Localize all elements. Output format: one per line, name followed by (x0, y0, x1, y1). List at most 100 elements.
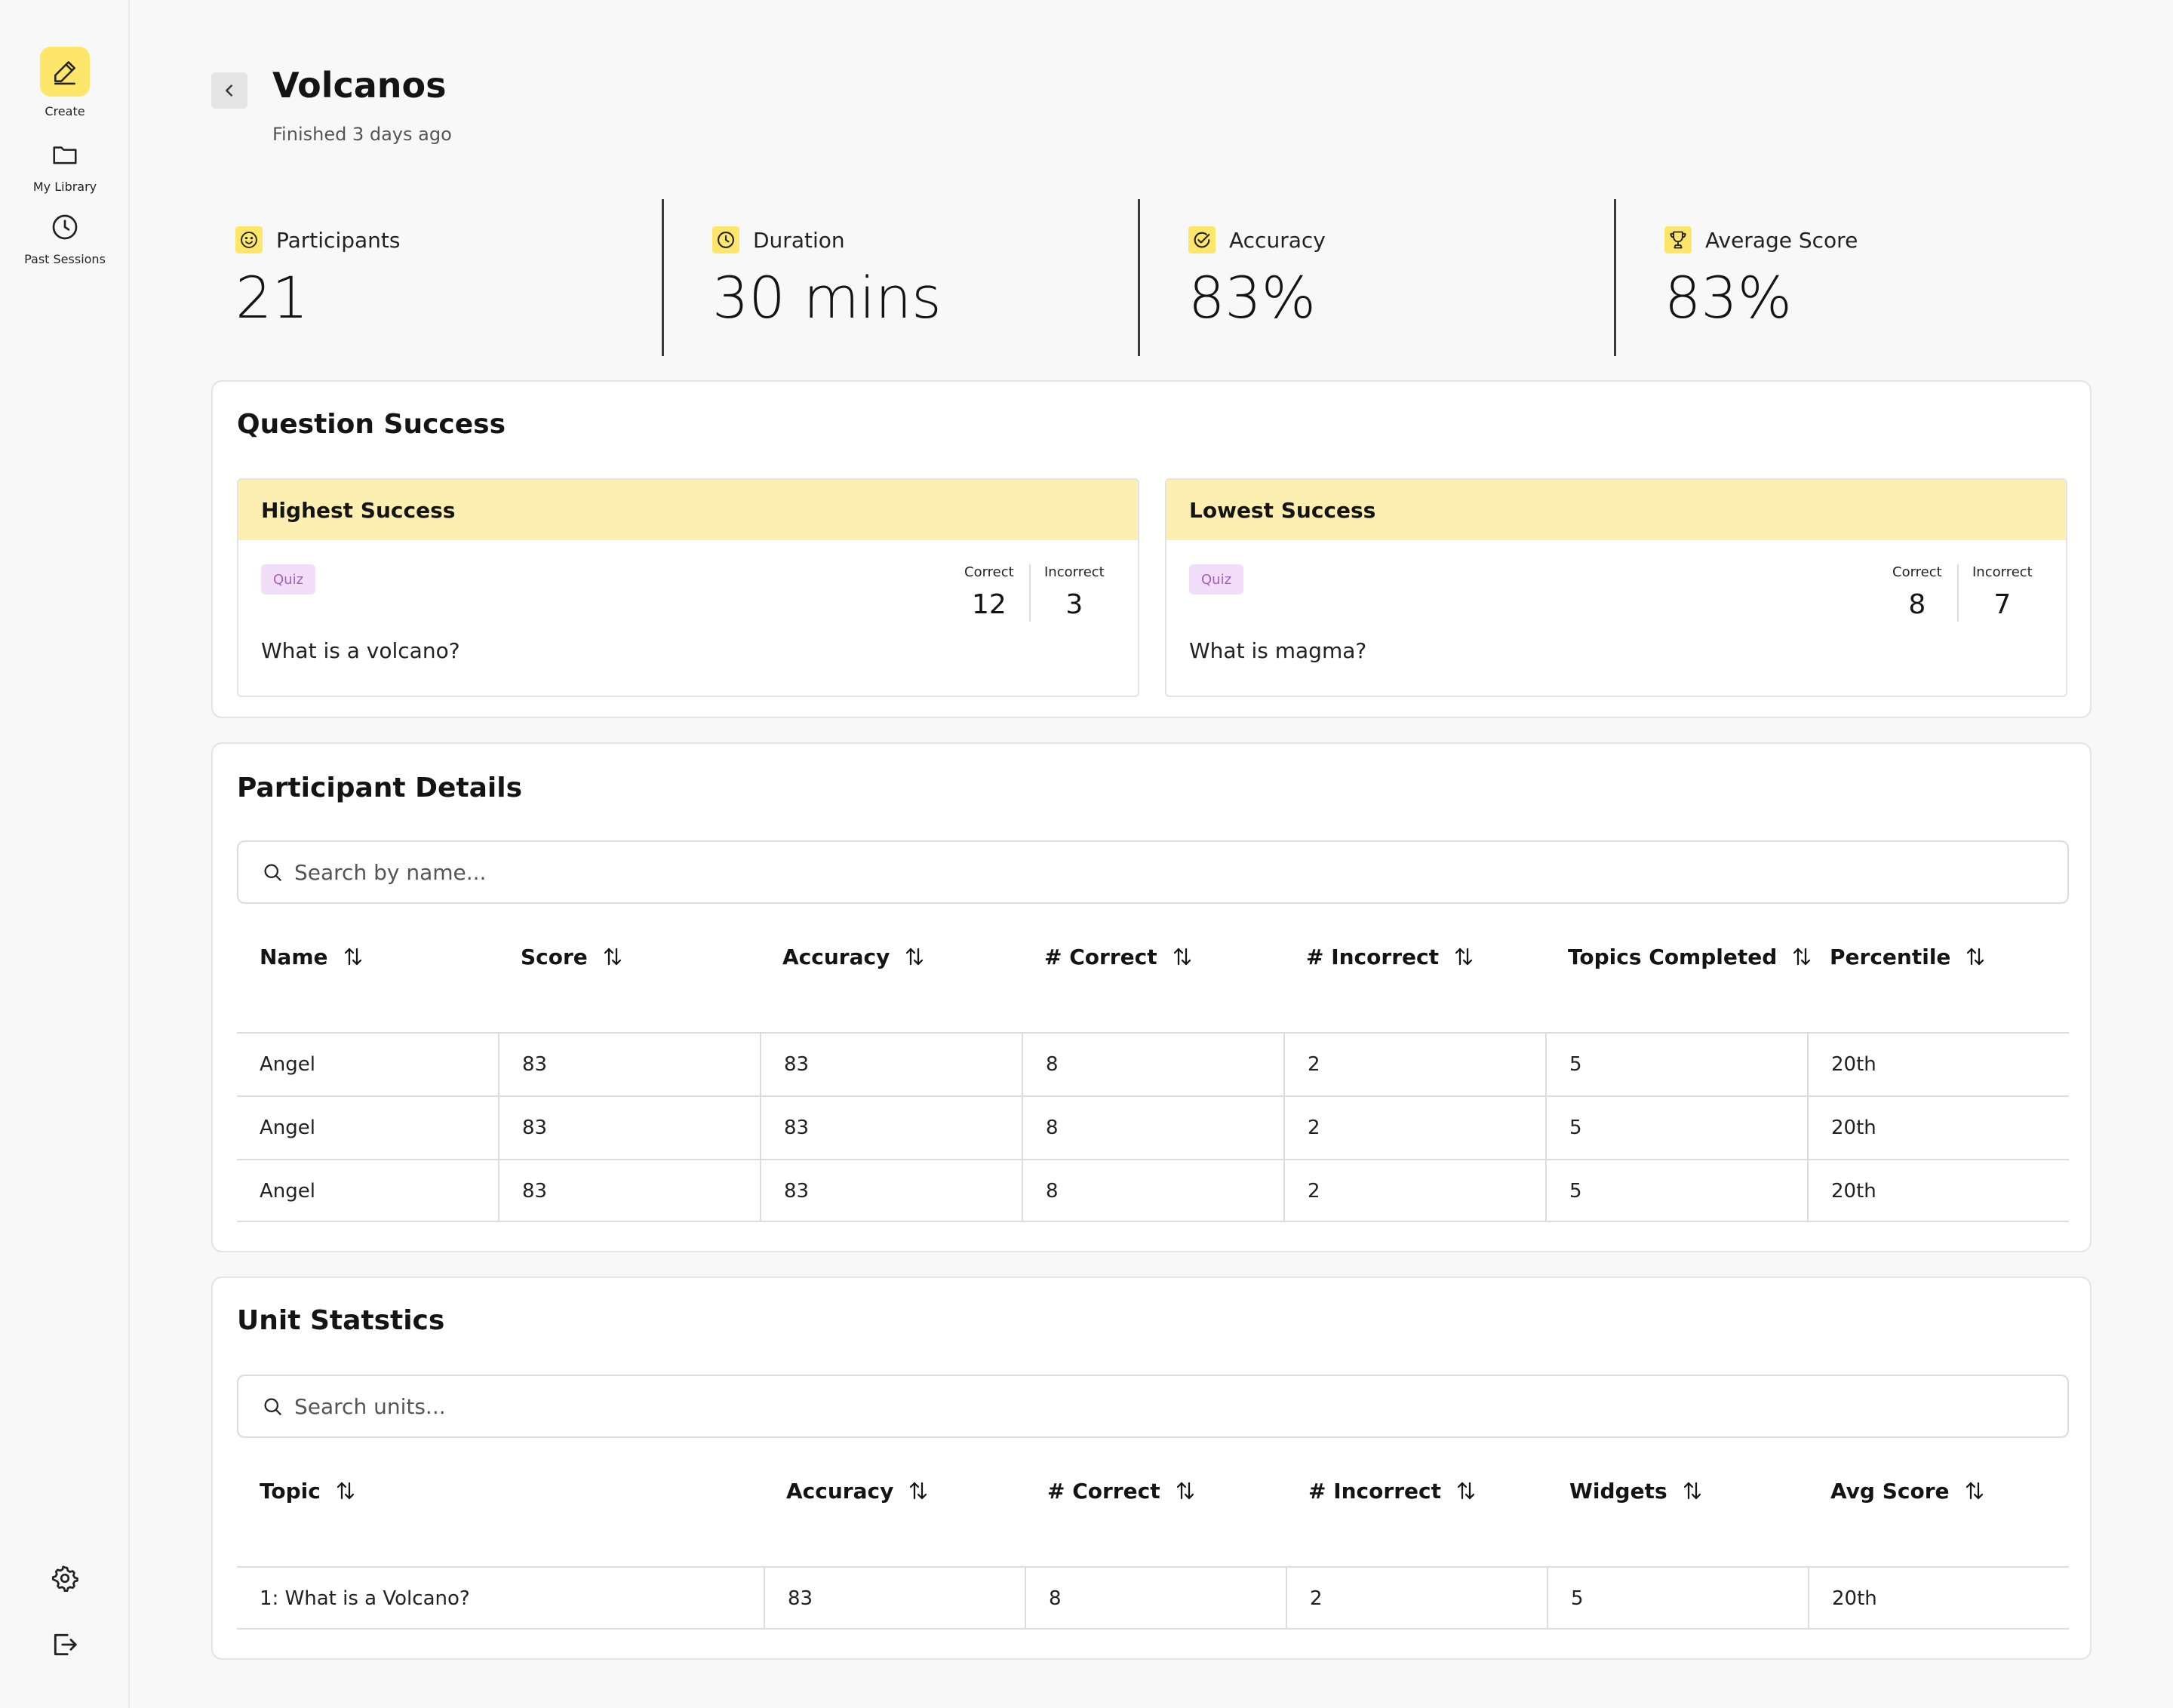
column-header-topic[interactable]: Topic (260, 1453, 357, 1528)
highest-success-box: Highest Success Quiz Correct 12 Incorrec… (237, 478, 1139, 697)
page-title: Volcanos (272, 65, 447, 106)
clock-icon (40, 205, 90, 249)
trophy-icon (1664, 226, 1692, 253)
section-title: Question Success (237, 409, 506, 440)
sidebar-item-my-library[interactable]: My Library (0, 133, 130, 194)
participant-details-card: Participant Details Name Score Accuracy # C… (211, 742, 2092, 1252)
sidebar-item-past-sessions[interactable]: Past Sessions (0, 205, 130, 266)
column-header-label: Topics Completed (1568, 944, 1778, 969)
table-cell-correct: 8 (1022, 1160, 1283, 1222)
table-cell-topics-completed: 5 (1545, 1097, 1807, 1159)
stat-average-score: Average Score 83% (1614, 199, 2089, 356)
column-header-label: # Incorrect (1306, 944, 1439, 969)
column-header-score[interactable]: Score (521, 919, 624, 994)
column-header-correct[interactable]: # Correct (1044, 919, 1194, 994)
question-text: What is magma? (1189, 638, 1367, 663)
sidebar-item-create[interactable]: Create (0, 47, 130, 118)
smiley-icon (235, 226, 263, 253)
logout-icon[interactable] (47, 1627, 83, 1663)
gear-icon[interactable] (47, 1560, 83, 1596)
table-header: Topic Accuracy # Correct # Incorrect Widgets… (237, 1453, 2069, 1566)
table-cell-correct: 8 (1025, 1568, 1286, 1630)
table-cell-name: Angel (260, 1180, 315, 1203)
correct-count: Correct 12 (964, 564, 1014, 620)
participant-search (237, 840, 2069, 904)
table-cell-score: 83 (498, 1160, 760, 1222)
incorrect-count: Incorrect 3 (1044, 564, 1105, 620)
sort-icon[interactable] (1963, 1479, 1986, 1502)
sort-icon[interactable] (907, 1479, 930, 1502)
unit-table: Topic Accuracy # Correct # Incorrect Widgets… (237, 1453, 2069, 1630)
table-row[interactable]: Angel 83 83 8 2 5 20th (237, 1159, 2069, 1222)
check-circle-icon (1188, 226, 1216, 253)
sort-icon[interactable] (903, 945, 926, 968)
table-cell-name: Angel (260, 1117, 315, 1139)
unit-statistics-card: Unit Statstics Topic Accuracy # Correct # I… (211, 1276, 2092, 1660)
column-header-name[interactable]: Name (260, 919, 364, 994)
stat-duration: Duration 30 mins (662, 199, 1137, 356)
table-cell-incorrect: 2 (1283, 1034, 1545, 1095)
table-row[interactable]: 1: What is a Volcano? 83 8 2 5 20th (237, 1566, 2069, 1630)
stat-value: 21 (235, 264, 309, 331)
sidebar: Create My Library Past Sessions (0, 0, 130, 1708)
table-cell-topics-completed: 5 (1545, 1160, 1807, 1222)
column-header-label: Avg Score (1830, 1478, 1950, 1504)
table-row[interactable]: Angel 83 83 8 2 5 20th (237, 1032, 2069, 1095)
sidebar-item-label: Past Sessions (24, 252, 106, 266)
question-text: What is a volcano? (261, 638, 460, 663)
column-header-label: Score (521, 944, 588, 969)
column-header-correct[interactable]: # Correct (1047, 1453, 1197, 1528)
column-header-percentile[interactable]: Percentile (1830, 919, 1987, 994)
table-cell-incorrect: 2 (1283, 1097, 1545, 1159)
stat-label: Participants (276, 227, 401, 253)
sort-icon[interactable] (342, 945, 364, 968)
participant-table: Name Score Accuracy # Correct # Incorrect Top… (237, 919, 2069, 1222)
sort-icon[interactable] (1964, 945, 1987, 968)
column-header-avg-score[interactable]: Avg Score (1830, 1453, 1986, 1528)
table-cell-topics-completed: 5 (1545, 1034, 1807, 1095)
table-header: Name Score Accuracy # Correct # Incorrect Top… (237, 919, 2069, 1032)
table-cell-accuracy: 83 (764, 1568, 1025, 1630)
section-title: Participant Details (237, 773, 523, 803)
metric-divider (1957, 564, 1959, 622)
pencil-icon (40, 47, 90, 97)
table-cell-name: Angel (260, 1053, 315, 1076)
column-header-label: Topic (260, 1478, 321, 1504)
question-type-badge: Quiz (261, 564, 316, 594)
sidebar-item-label: My Library (32, 180, 97, 194)
stat-label: Duration (753, 227, 845, 253)
table-cell-percentile: 20th (1807, 1034, 2069, 1095)
back-button[interactable] (211, 72, 247, 109)
column-header-widgets[interactable]: Widgets (1569, 1453, 1704, 1528)
column-header-incorrect[interactable]: # Incorrect (1306, 919, 1475, 994)
sort-icon[interactable] (1455, 1479, 1477, 1502)
column-header-incorrect[interactable]: # Incorrect (1308, 1453, 1477, 1528)
column-header-topics-completed[interactable]: Topics Completed (1568, 919, 1813, 994)
metric-divider (1029, 564, 1031, 622)
sort-icon[interactable] (1171, 945, 1194, 968)
table-row[interactable]: Angel 83 83 8 2 5 20th (237, 1095, 2069, 1159)
sort-icon[interactable] (601, 945, 624, 968)
table-cell-incorrect: 2 (1283, 1160, 1545, 1222)
search-input[interactable] (294, 859, 2030, 885)
folder-icon (40, 133, 90, 177)
highest-success-heading: Highest Success (238, 480, 1138, 540)
table-cell-topic: 1: What is a Volcano? (260, 1587, 470, 1610)
table-cell-score: 83 (498, 1097, 760, 1159)
search-input[interactable] (294, 1393, 2030, 1419)
column-header-accuracy[interactable]: Accuracy (782, 919, 926, 994)
search-icon (261, 1395, 284, 1418)
table-cell-accuracy: 83 (760, 1034, 1022, 1095)
sort-icon[interactable] (1174, 1479, 1197, 1502)
stat-value: 83% (1188, 264, 1316, 331)
question-success-card: Question Success Highest Success Quiz Co… (211, 380, 2092, 718)
chevron-left-icon (221, 82, 238, 99)
column-header-label: Widgets (1569, 1478, 1667, 1504)
column-header-accuracy[interactable]: Accuracy (786, 1453, 930, 1528)
sort-icon[interactable] (1452, 945, 1475, 968)
sort-icon[interactable] (334, 1479, 357, 1502)
sort-icon[interactable] (1681, 1479, 1704, 1502)
sort-icon[interactable] (1790, 945, 1813, 968)
incorrect-count: Incorrect 7 (1972, 564, 2033, 620)
column-header-label: # Incorrect (1308, 1478, 1441, 1504)
